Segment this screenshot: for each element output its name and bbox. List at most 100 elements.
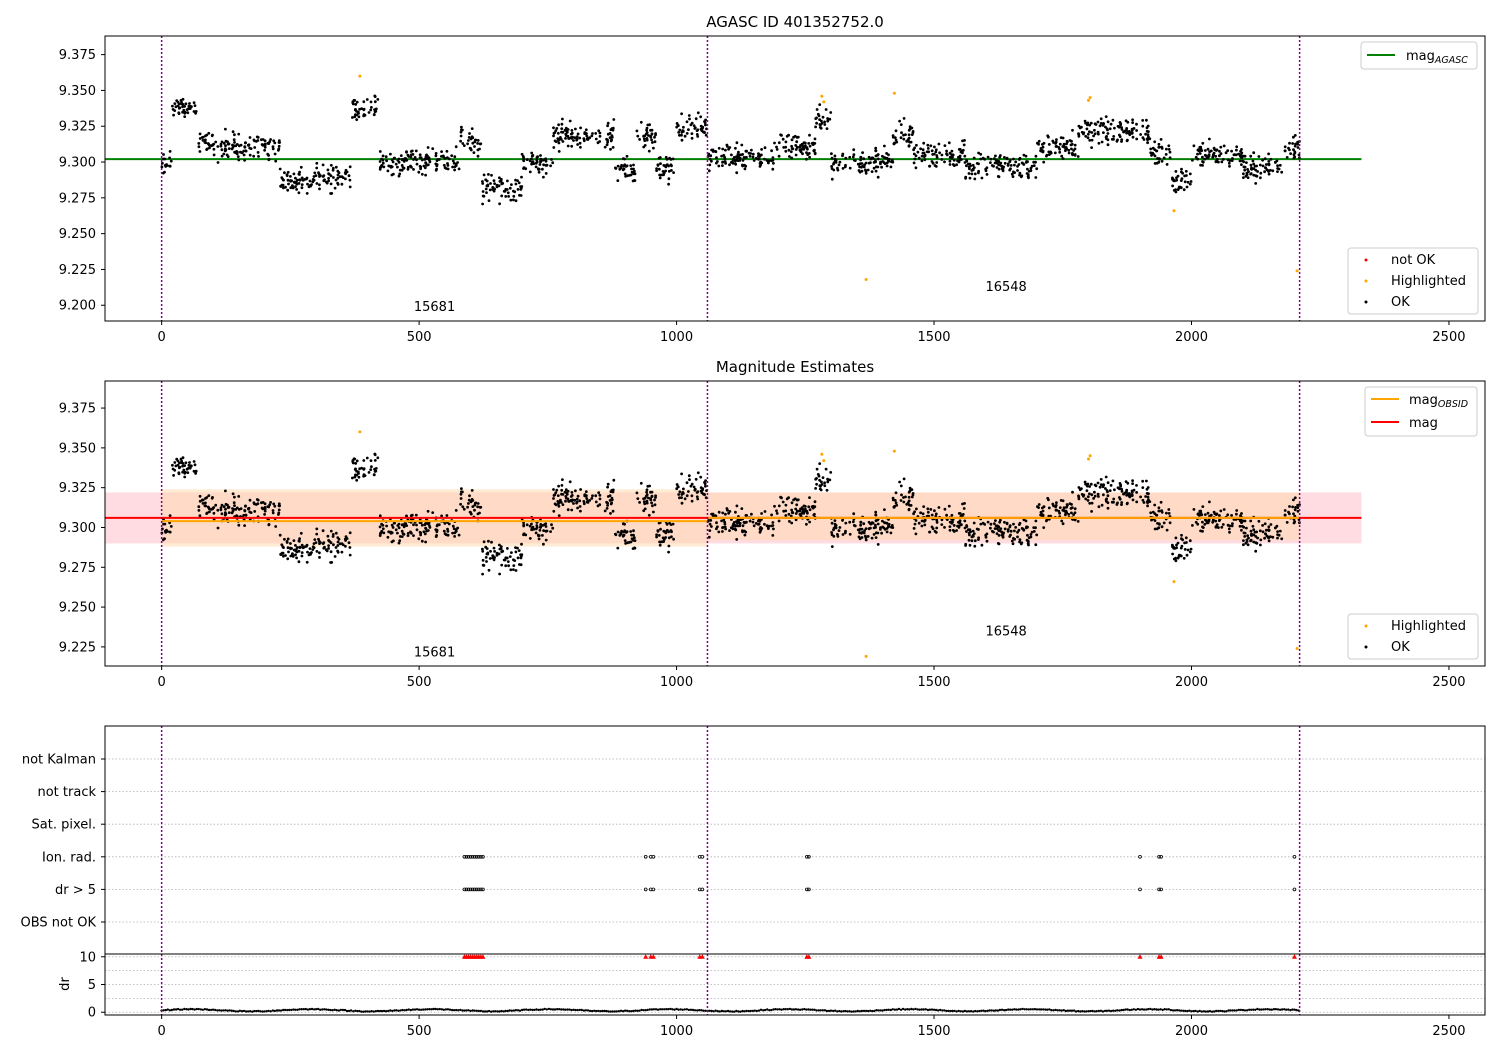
ok-point — [690, 136, 694, 140]
ok-point — [775, 512, 779, 515]
ok-point — [800, 506, 804, 509]
dr-point — [558, 1008, 561, 1011]
ok-point — [564, 137, 567, 140]
dr-point — [1173, 1009, 1177, 1012]
ok-point — [551, 161, 555, 165]
ok-point — [1146, 504, 1149, 508]
dr-point — [549, 1008, 553, 1011]
ok-point — [594, 500, 598, 504]
ok-point — [294, 181, 298, 185]
dr-point — [397, 1009, 400, 1012]
ok-point — [955, 163, 958, 167]
ok-point — [743, 167, 747, 171]
flag-point — [651, 854, 656, 859]
ok-point — [362, 459, 366, 462]
ok-point — [1110, 500, 1114, 504]
ok-point — [1077, 497, 1081, 501]
ok-point — [920, 159, 924, 163]
ok-point — [784, 514, 788, 517]
ok-point — [1269, 157, 1273, 161]
ok-point — [561, 140, 565, 143]
ok-point — [267, 523, 271, 526]
ok-point — [614, 167, 618, 170]
ok-point — [340, 182, 344, 186]
ok-point — [864, 168, 867, 172]
ok-point — [741, 159, 745, 162]
dr-point — [1062, 1009, 1066, 1012]
ok-point — [1016, 535, 1019, 539]
ok-point — [1242, 539, 1245, 542]
dr-point — [1013, 1008, 1016, 1011]
dr-point — [887, 1008, 890, 1011]
dr-point — [352, 1010, 355, 1013]
dr-point — [914, 1007, 917, 1011]
ok-point — [699, 124, 703, 128]
ok-point — [268, 503, 272, 507]
ok-point — [943, 507, 947, 511]
ok-point — [1012, 522, 1015, 526]
ok-point — [565, 492, 569, 496]
ok-point — [921, 151, 925, 155]
ok-point — [557, 150, 561, 153]
ok-point — [306, 550, 309, 554]
ok-point — [183, 105, 187, 108]
ok-point — [642, 134, 645, 138]
ok-point — [1157, 160, 1161, 164]
ok-point — [1129, 493, 1133, 497]
ok-point — [1200, 149, 1204, 153]
dr-point — [1126, 1008, 1129, 1011]
dr-point — [518, 1009, 522, 1012]
x-tick-label: 500 — [407, 330, 432, 345]
dr-point — [759, 1008, 763, 1011]
ok-point — [1092, 497, 1095, 500]
ok-point — [945, 513, 948, 517]
ok-point — [631, 547, 635, 550]
y-tick-label: 9.300 — [59, 521, 96, 536]
ok-point — [355, 100, 359, 104]
ok-point — [231, 146, 235, 149]
ok-point — [369, 459, 373, 462]
ok-point — [1259, 176, 1262, 180]
ok-point — [520, 175, 523, 179]
dr-point — [908, 1008, 911, 1011]
dr-point — [302, 1008, 305, 1011]
ok-point — [578, 505, 582, 508]
ok-point — [1016, 169, 1019, 172]
dr-point — [473, 1009, 476, 1012]
dr-point — [815, 1009, 818, 1012]
ok-point — [1012, 157, 1015, 161]
dr-point — [1163, 1008, 1166, 1011]
ok-point — [1010, 539, 1014, 543]
ok-point — [808, 155, 811, 159]
ok-point — [945, 152, 948, 156]
dr-point — [599, 1010, 602, 1013]
ok-point — [1108, 489, 1112, 492]
ok-point — [271, 147, 275, 151]
ok-point — [965, 530, 968, 533]
dr-point — [961, 1010, 965, 1013]
dr-point — [1037, 1008, 1041, 1011]
ok-point — [332, 176, 335, 179]
ok-point — [794, 512, 798, 515]
ok-point — [355, 110, 358, 113]
dr-point — [255, 1009, 258, 1013]
ok-point — [664, 165, 668, 169]
dr-point — [959, 1010, 962, 1013]
dr-point — [527, 1008, 530, 1012]
ok-point — [419, 167, 422, 171]
dr-point — [195, 1007, 198, 1011]
ok-point — [902, 500, 906, 504]
ok-point — [543, 523, 546, 527]
dr-point — [487, 1009, 491, 1013]
legend-mag-label: mag — [1409, 416, 1438, 431]
ok-point — [702, 130, 706, 134]
ok-point — [920, 519, 924, 523]
ok-point — [1180, 167, 1183, 171]
ok-point — [269, 138, 272, 141]
dr-point — [358, 1009, 361, 1013]
dr-point — [335, 1009, 338, 1012]
ok-point — [220, 140, 224, 144]
ok-point — [912, 527, 916, 530]
ok-point — [426, 529, 430, 532]
ok-point — [237, 144, 241, 148]
